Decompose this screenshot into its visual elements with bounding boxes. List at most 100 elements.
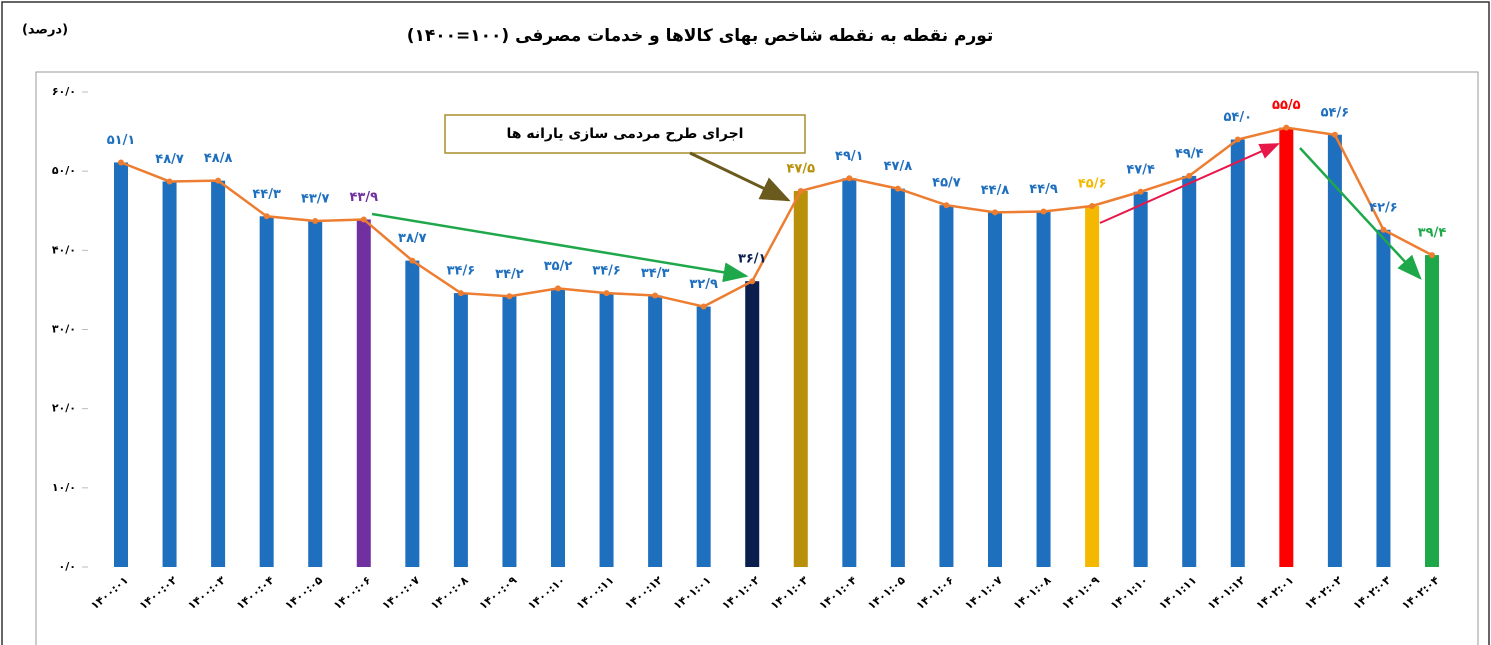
data-label: ۴۹/۴ [1175, 146, 1204, 161]
line-point [1283, 124, 1290, 131]
bar [405, 260, 420, 567]
bar [114, 162, 128, 568]
data-label: ۵۴/۰ [1223, 110, 1252, 125]
trend-arrow [1299, 147, 1422, 280]
bar [696, 306, 711, 567]
bar [1036, 211, 1051, 567]
x-tick-label: ۱۴۰۱:۰۳ [768, 573, 811, 612]
annotation: اجرای طرح مردمی سازی یارانه ها [507, 126, 744, 142]
bar [211, 180, 226, 567]
bar [793, 190, 808, 568]
x-tick-label: ۱۴۰۰:۱۱ [574, 574, 617, 613]
y-axis-label: (درصد) [22, 23, 68, 38]
bar [745, 281, 760, 567]
line-point [943, 202, 950, 209]
bar [1085, 206, 1100, 567]
bar [502, 296, 517, 567]
bar [356, 219, 371, 568]
data-label: ۳۹/۴ [1418, 226, 1447, 241]
data-label: ۴۴/۸ [981, 183, 1010, 198]
bar [551, 288, 565, 567]
bar [988, 212, 1002, 568]
annotation-box [444, 114, 806, 154]
x-tick-label: ۱۴۰۰:۰۶ [331, 574, 374, 613]
bar [259, 216, 274, 567]
bar [1230, 139, 1245, 567]
line-point [409, 257, 416, 264]
x-tick-label: ۱۴۰۱:۰۶ [914, 574, 957, 613]
bar [453, 293, 468, 567]
x-tick-label: ۱۴۰۲:۰۳ [1351, 573, 1394, 612]
line-point [215, 177, 222, 184]
trend-arrow [371, 212, 749, 283]
data-label: ۳۴/۲ [495, 267, 524, 282]
y-tick-label: ۰/۰ [59, 560, 76, 573]
line-point [797, 187, 804, 194]
x-tick-label: ۱۴۰۰:۰۱ [88, 574, 131, 613]
line-point [312, 218, 319, 225]
x-tick-label: ۱۴۰۲:۰۲ [1302, 573, 1345, 612]
line-point [652, 292, 659, 299]
y-tick-label: ۳۰/۰ [52, 323, 76, 336]
x-tick-label: ۱۴۰۰:۱۲ [622, 573, 665, 612]
line-point [992, 209, 998, 216]
line-point [360, 216, 367, 223]
x-tick-label: ۱۴۰۰:۰۷ [380, 573, 423, 612]
data-label: ۴۷/۸ [884, 159, 913, 174]
x-tick-label: ۱۴۰۱:۱۲ [1205, 573, 1248, 612]
y-tick-label: ۵۰/۰ [52, 164, 76, 177]
x-tick-label: ۱۴۰۰:۱۰ [525, 574, 568, 613]
data-label: ۴۹/۱ [835, 149, 864, 164]
line-point [1040, 208, 1047, 215]
data-label: ۴۸/۸ [204, 151, 233, 166]
line [120, 126, 1433, 308]
trend-arrow [1099, 143, 1280, 224]
line-point [166, 178, 173, 185]
line-point [1234, 136, 1241, 143]
bar [162, 181, 177, 568]
line-point [457, 290, 464, 297]
bar [842, 178, 857, 567]
line-point [1331, 131, 1338, 138]
bar [890, 188, 905, 568]
y-tick-label: ۲۰/۰ [52, 402, 76, 415]
x-tick-label: ۱۴۰۰:۰۵ [282, 573, 325, 612]
bar [1133, 191, 1148, 567]
data-label: ۵۱/۱ [107, 133, 136, 148]
x-tick-label: ۱۴۰۱:۰۸ [1011, 573, 1054, 612]
bar [648, 295, 663, 567]
x-tick-label: ۱۴۰۱:۰۵ [865, 573, 908, 612]
line-point [1429, 252, 1435, 259]
data-label: ۴۸/۷ [155, 152, 184, 167]
line-point [118, 159, 124, 166]
line-point [749, 278, 756, 285]
line-point [894, 185, 901, 192]
line-point [1089, 203, 1096, 209]
x-tick-label: ۱۴۰۰:۰۸ [428, 573, 471, 612]
data-label: ۳۲/۹ [689, 277, 718, 292]
x-tick-label: ۱۴۰۰:۰۳ [185, 573, 228, 612]
x-tick-label: ۱۴۰۱:۰۹ [1059, 573, 1102, 612]
line-point [603, 290, 610, 297]
data-label: ۳۴/۳ [641, 266, 670, 281]
data-label: ۴۷/۴ [1126, 162, 1155, 177]
data-label: ۴۳/۹ [349, 190, 378, 205]
data-label: ۳۶/۱ [738, 252, 767, 267]
x-tick-label: ۱۴۰۱:۰۷ [962, 573, 1005, 612]
x-tick-label: ۱۴۰۲:۰۴ [1399, 573, 1442, 612]
y-tick-label: ۱۰/۰ [52, 481, 76, 494]
y-tick-label: ۴۰/۰ [52, 243, 76, 256]
y-tick-label: ۶۰/۰ [52, 85, 76, 98]
data-label: ۴۳/۷ [301, 192, 330, 207]
data-label: ۴۴/۹ [1029, 182, 1058, 197]
x-tick-label: ۱۴۰۰:۰۹ [477, 573, 520, 612]
x-tick-label: ۱۴۰۱:۱۱ [1156, 574, 1199, 613]
bar [939, 205, 954, 568]
line-point [555, 285, 561, 292]
plot-frame [35, 71, 1479, 645]
line-point [263, 213, 270, 220]
bar [1279, 127, 1294, 567]
x-tick-label: ۱۴۰۰:۰۲ [137, 573, 180, 612]
data-label: ۴۵/۷ [932, 176, 961, 191]
